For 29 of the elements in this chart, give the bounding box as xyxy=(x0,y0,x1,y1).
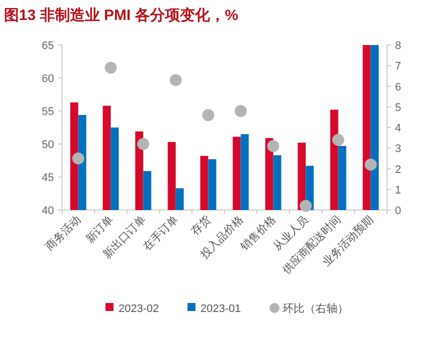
y2-tick-label: 3 xyxy=(395,143,402,156)
point xyxy=(332,134,344,146)
title: 图13 非制造业 PMI 各分项变化，% xyxy=(4,7,238,24)
y-tick-label: 60 xyxy=(42,73,54,85)
point xyxy=(104,62,117,74)
legend-label: 环比（右轴） xyxy=(282,302,348,315)
point xyxy=(300,200,312,212)
point xyxy=(267,140,280,152)
y2-tick-label: 2 xyxy=(395,164,402,176)
y2-tick-label: 8 xyxy=(395,40,402,52)
y2-tick-label: 1 xyxy=(395,184,402,196)
y2-tick-label: 0 xyxy=(395,205,402,217)
legend-label: 2023-01 xyxy=(200,303,241,315)
y-tick-label: 55 xyxy=(42,106,54,118)
x-tick-label: 存货 xyxy=(189,214,214,238)
y-tick-label: 65 xyxy=(42,40,54,52)
y2-tick-label: 5 xyxy=(395,102,402,114)
legend-label: 2023-02 xyxy=(118,303,159,315)
y2-tick-label: 4 xyxy=(395,122,402,134)
y2-tick-label: 6 xyxy=(395,81,402,94)
point xyxy=(170,74,182,86)
point xyxy=(202,109,214,122)
y-tick-label: 50 xyxy=(42,139,54,151)
point xyxy=(72,152,84,164)
point xyxy=(137,138,150,150)
point xyxy=(234,105,247,117)
y2-tick-label: 7 xyxy=(395,60,402,73)
point xyxy=(364,158,377,171)
y-tick-label: 45 xyxy=(42,172,54,184)
